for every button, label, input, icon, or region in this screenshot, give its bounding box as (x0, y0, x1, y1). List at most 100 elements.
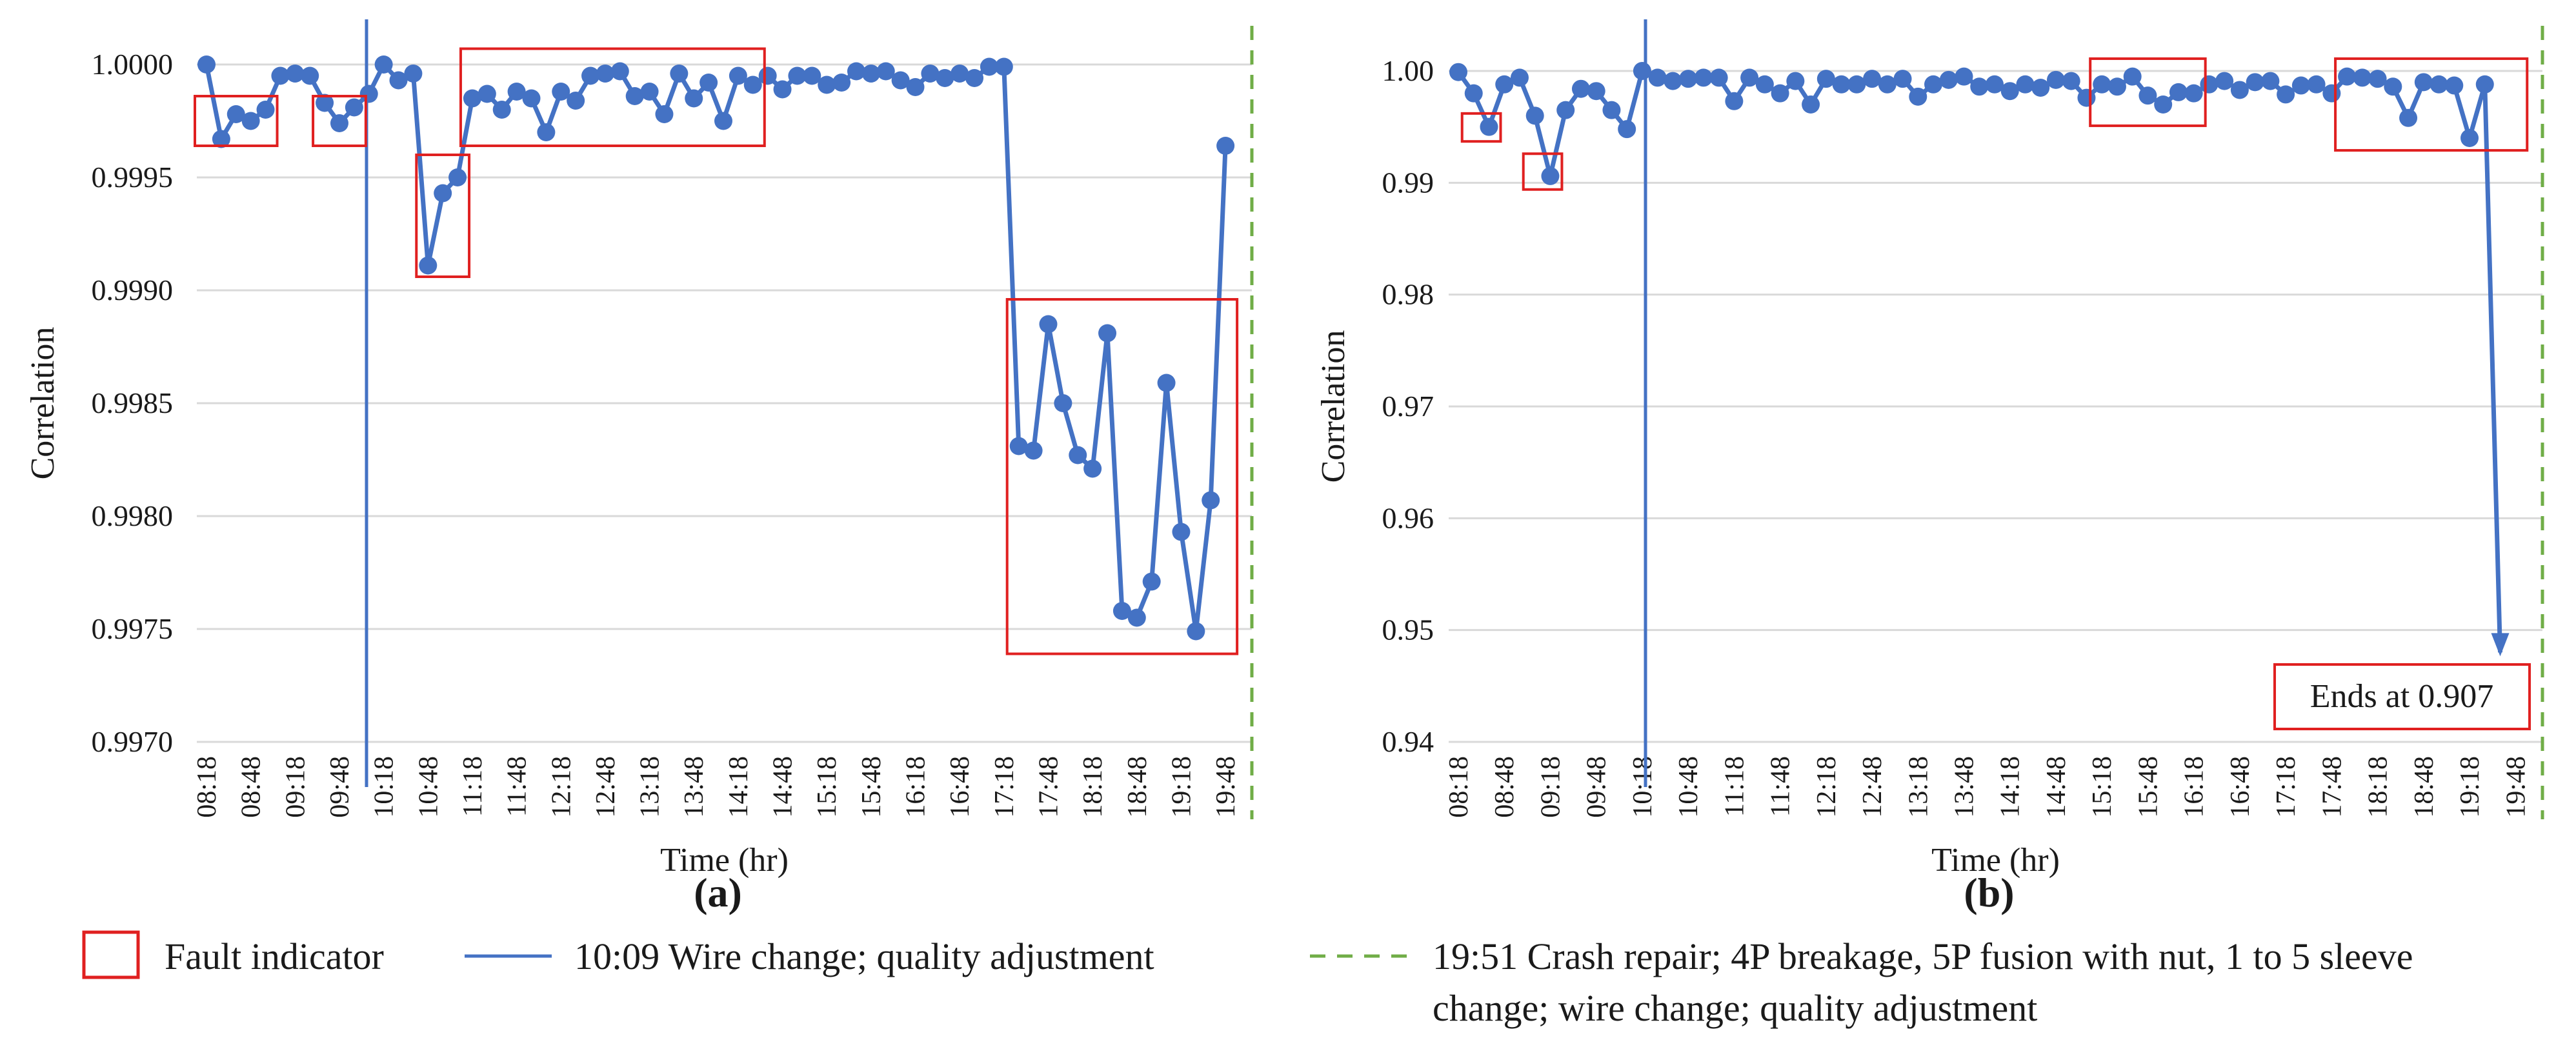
a-x-tick-label: 19:18 (1167, 756, 1196, 818)
a-data-point (507, 83, 526, 101)
a-data-point (271, 66, 290, 85)
b-fault-box (2089, 57, 2207, 127)
a-data-point (1054, 394, 1072, 412)
a-data-point (359, 85, 378, 103)
a-data-point (522, 89, 541, 108)
b-data-point (2031, 79, 2050, 97)
a-data-point (1069, 446, 1087, 464)
b-x-tick-label: 15:18 (2088, 756, 2117, 818)
a-x-tick-label: 10:48 (414, 756, 443, 818)
panel-a-chart: 0.9970 0.9975 0.9980 0.9985 0.9990 0.9995 1.00… (25, 19, 1254, 915)
b-data-point (1541, 166, 1560, 185)
b-data-point (1725, 92, 1744, 110)
b-data-point (1986, 75, 2004, 94)
a-x-tick-label: 08:18 (192, 756, 222, 818)
a-data-point (832, 74, 851, 92)
a-x-tick-label: 18:18 (1078, 756, 1108, 818)
b-data-point (2169, 83, 2188, 101)
b-data-point (1525, 106, 1544, 125)
b-data-point (2046, 70, 2065, 89)
b-data-point (1709, 68, 1728, 87)
a-fault-box (194, 95, 279, 147)
a-data-point (906, 78, 925, 96)
b-data-point (1786, 72, 1805, 90)
b-y-tick-label: 0.97 (1382, 390, 1434, 423)
b-series-line (1456, 68, 2503, 653)
b-data-point (1495, 75, 1514, 94)
legend-wire-change-label: 10:09 Wire change; quality adjustment (574, 935, 1154, 977)
b-x-tick-label: 13:18 (1904, 756, 1933, 818)
a-data-point (537, 123, 556, 141)
b-data-point (2353, 68, 2371, 87)
a-x-tick-label: 10:18 (370, 756, 399, 818)
b-data-point (1939, 70, 1958, 89)
b-x-tick-label: 09:48 (1582, 756, 1612, 818)
b-data-point (1464, 84, 1483, 103)
a-data-point (1039, 315, 1058, 334)
legend-crash-repair-label-line1: 19:51 Crash repair; 4P breakage, 5P fusi… (1433, 935, 2413, 977)
b-x-tick-label: 10:18 (1628, 756, 1658, 818)
legend-fault-indicator-swatch (82, 930, 140, 979)
b-data-point (1893, 70, 1912, 88)
a-data-point (463, 89, 481, 108)
b-data-point (2200, 75, 2219, 94)
a-y-tick-label: 1.0000 (92, 48, 174, 81)
b-fault-box (1460, 112, 1502, 143)
b-series-arrowhead (2491, 633, 2510, 657)
b-data-point (2460, 129, 2479, 147)
a-data-point (670, 65, 689, 83)
a-data-point (212, 130, 230, 148)
a-data-point (891, 71, 910, 90)
a-data-point (625, 87, 644, 105)
a-data-point (1157, 374, 1176, 392)
a-data-point (1127, 608, 1146, 627)
b-x-tick-label: 08:18 (1444, 756, 1474, 818)
b-x-tick-label: 14:48 (2042, 756, 2071, 818)
b-x-tick-label: 14:18 (1996, 756, 2026, 818)
a-x-tick-label: 19:48 (1211, 756, 1241, 818)
b-data-point (2475, 75, 2494, 94)
a-data-point (818, 75, 836, 94)
b-data-point (2138, 86, 2157, 105)
b-x-tick-label: 12:18 (1812, 756, 1842, 818)
b-data-point (2123, 67, 2142, 86)
a-y-tick-label: 0.9995 (92, 161, 174, 194)
b-data-point (1587, 82, 1605, 101)
b-x-tick-label: 15:48 (2133, 756, 2163, 818)
b-data-point (1480, 117, 1498, 136)
b-x-tick-label: 18:48 (2410, 756, 2439, 818)
a-data-point (951, 65, 969, 83)
b-data-point (1955, 67, 1973, 86)
a-data-point (1024, 441, 1043, 460)
a-data-point (492, 101, 511, 119)
a-x-tick-label: 13:18 (636, 756, 665, 818)
a-x-tick-label: 15:48 (857, 756, 887, 818)
a-data-point (567, 92, 585, 110)
legend-fault-indicator-label: Fault indicator (165, 935, 384, 977)
b-fault-box (2334, 57, 2529, 152)
a-fault-box (459, 47, 766, 147)
b-data-point (1602, 101, 1621, 119)
a-x-tick-label: 12:18 (547, 756, 576, 818)
b-fault-box (1522, 152, 1564, 191)
a-x-tick-label: 17:48 (1034, 756, 1063, 818)
a-y-tick-label: 0.9970 (92, 725, 174, 758)
b-data-point (1648, 68, 1667, 87)
b-data-point (1633, 62, 1651, 80)
a-data-point (316, 94, 334, 112)
a-series-line (204, 62, 1228, 634)
b-data-point (1679, 70, 1698, 88)
b-annotation-text: Ends at 0.907 (2310, 678, 2494, 715)
a-data-point (345, 98, 363, 117)
a-fault-box (1005, 298, 1239, 655)
b-x-tick-label: 19:48 (2501, 756, 2531, 818)
b-data-point (2338, 67, 2357, 86)
a-data-point (1112, 602, 1131, 620)
b-x-tick-label: 17:18 (2271, 756, 2301, 818)
a-x-tick-label: 16:48 (945, 756, 975, 818)
a-data-point (1098, 324, 1117, 343)
b-data-point (2184, 84, 2203, 103)
b-data-point (1664, 72, 1682, 90)
a-y-tick-label: 0.9975 (92, 612, 174, 645)
b-data-point (1755, 75, 1774, 94)
